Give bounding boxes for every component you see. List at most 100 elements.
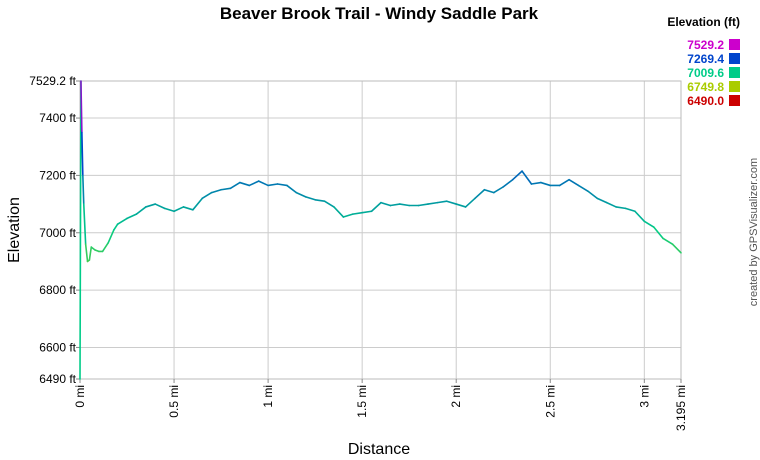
- elevation-line-segment: [540, 181, 552, 187]
- elevation-line-segment: [530, 181, 542, 185]
- elevation-line-segment: [286, 184, 298, 194]
- legend-title: Elevation (ft): [667, 15, 740, 29]
- elevation-line-segment: [220, 187, 232, 191]
- x-tick-label: 3.195 mi: [674, 385, 688, 431]
- legend-swatch: [729, 81, 740, 92]
- elevation-line-segment: [101, 241, 110, 253]
- legend-swatch: [729, 95, 740, 106]
- x-tick-label: 1.5 mi: [355, 385, 369, 418]
- x-tick-label: 2 mi: [449, 385, 463, 408]
- elevation-line-segment: [634, 210, 646, 223]
- elevation-line-segment: [257, 180, 269, 187]
- y-tick-label: 6490 ft: [39, 372, 76, 386]
- legend-value: 7529.2: [687, 38, 724, 52]
- elevation-line-segment: [370, 201, 382, 213]
- elevation-line-segment: [323, 200, 335, 208]
- elevation-line-segment: [201, 191, 213, 200]
- x-tick-label: 0 mi: [73, 385, 87, 408]
- elevation-line-segment: [427, 201, 439, 205]
- plot-frame: [79, 80, 682, 380]
- y-tick-label: 6600 ft: [39, 340, 76, 354]
- elevation-line-segment: [624, 207, 636, 213]
- elevation-line-segment: [389, 203, 401, 207]
- elevation-line-segment: [342, 213, 354, 218]
- elevation-line-segment: [351, 211, 363, 215]
- x-tick-label: 1 mi: [261, 385, 275, 408]
- legend-swatch: [729, 39, 740, 50]
- elevation-line-segment: [116, 217, 128, 225]
- elevation-line-segment: [671, 243, 682, 254]
- x-tick-label: 0.5 mi: [167, 385, 181, 418]
- elevation-line-segment: [380, 201, 392, 207]
- elevation-line-segment: [84, 243, 89, 263]
- elevation-series: [79, 80, 682, 380]
- elevation-line-segment: [511, 170, 523, 181]
- elevation-line-segment: [464, 197, 476, 208]
- y-axis-label: Elevation: [6, 197, 23, 263]
- elevation-line-segment: [474, 188, 486, 200]
- elevation-line-segment: [88, 246, 93, 261]
- y-tick-labels: 6490 ft 6600 ft 6800 ft 7000 ft 7200 ft 7400 …: [29, 74, 80, 386]
- elevation-line-segment: [493, 186, 505, 194]
- elevation-line-segment: [192, 197, 204, 211]
- legend-value: 7269.4: [687, 52, 724, 66]
- legend-value: 6490.0: [687, 94, 724, 108]
- elevation-line-segment: [276, 183, 288, 187]
- elevation-line-segment: [135, 206, 147, 215]
- legend: Elevation (ft) 7529.27269.47009.66749.86…: [667, 15, 740, 108]
- elevation-line-segment: [587, 190, 599, 200]
- elevation-line-segment: [615, 206, 627, 210]
- grid-lines: [80, 81, 681, 379]
- elevation-line-segment: [173, 206, 185, 213]
- y-tick-label: 7200 ft: [39, 168, 76, 182]
- elevation-line-segment: [80, 80, 83, 134]
- elevation-line-segment: [229, 181, 241, 190]
- elevation-line-segment: [333, 206, 345, 218]
- elevation-line-segment: [248, 180, 260, 187]
- elevation-line-segment: [154, 203, 166, 210]
- chart-title: Beaver Brook Trail - Windy Saddle Park: [220, 4, 539, 23]
- elevation-line-segment: [455, 203, 467, 208]
- elevation-line-segment: [82, 203, 87, 246]
- elevation-line-segment: [436, 200, 448, 204]
- elevation-line-segment: [652, 226, 664, 240]
- elevation-line-segment: [643, 220, 655, 228]
- elevation-line-segment: [163, 207, 175, 213]
- elevation-line-segment: [239, 181, 251, 187]
- x-tick-label: 3 mi: [637, 385, 651, 408]
- x-tick-labels: 0 mi 0.5 mi 1 mi 1.5 mi 2 mi 2.5 mi 3 mi 3.195 …: [73, 379, 688, 431]
- elevation-line-segment: [107, 229, 115, 244]
- elevation-line-segment: [145, 203, 157, 208]
- elevation-line-segment: [398, 203, 410, 207]
- legend-swatch: [729, 67, 740, 78]
- elevation-line-segment: [446, 200, 458, 205]
- elevation-line-segment: [558, 178, 570, 187]
- elevation-line-segment: [210, 188, 222, 194]
- elevation-line-segment: [126, 213, 138, 220]
- elevation-line-segment: [295, 191, 307, 198]
- elevation-line-segment: [304, 196, 316, 201]
- elevation-line-segment: [577, 184, 589, 192]
- y-tick-label: 6800 ft: [39, 283, 76, 297]
- elevation-line-segment: [605, 201, 617, 208]
- elevation-line-segment: [82, 174, 85, 205]
- x-axis-label: Distance: [348, 441, 410, 458]
- elevation-line-segment: [314, 198, 326, 203]
- elevation-line-segment: [81, 131, 84, 177]
- legend-value: 7009.6: [687, 66, 724, 80]
- elevation-line-segment: [79, 80, 82, 380]
- legend-value: 6749.8: [687, 80, 724, 94]
- y-tick-label: 7000 ft: [39, 226, 76, 240]
- elevation-line-segment: [113, 223, 119, 231]
- x-tick-label: 2.5 mi: [543, 385, 557, 418]
- elevation-line-segment: [361, 210, 373, 214]
- elevation-line-segment: [182, 206, 194, 211]
- elevation-line-segment: [502, 178, 514, 188]
- elevation-line-segment: [417, 203, 429, 207]
- axes: [79, 80, 682, 380]
- watermark: created by GPSVisualizer.com: [748, 158, 760, 306]
- elevation-line-segment: [521, 170, 533, 185]
- legend-swatch: [729, 53, 740, 64]
- elevation-line-segment: [596, 197, 608, 204]
